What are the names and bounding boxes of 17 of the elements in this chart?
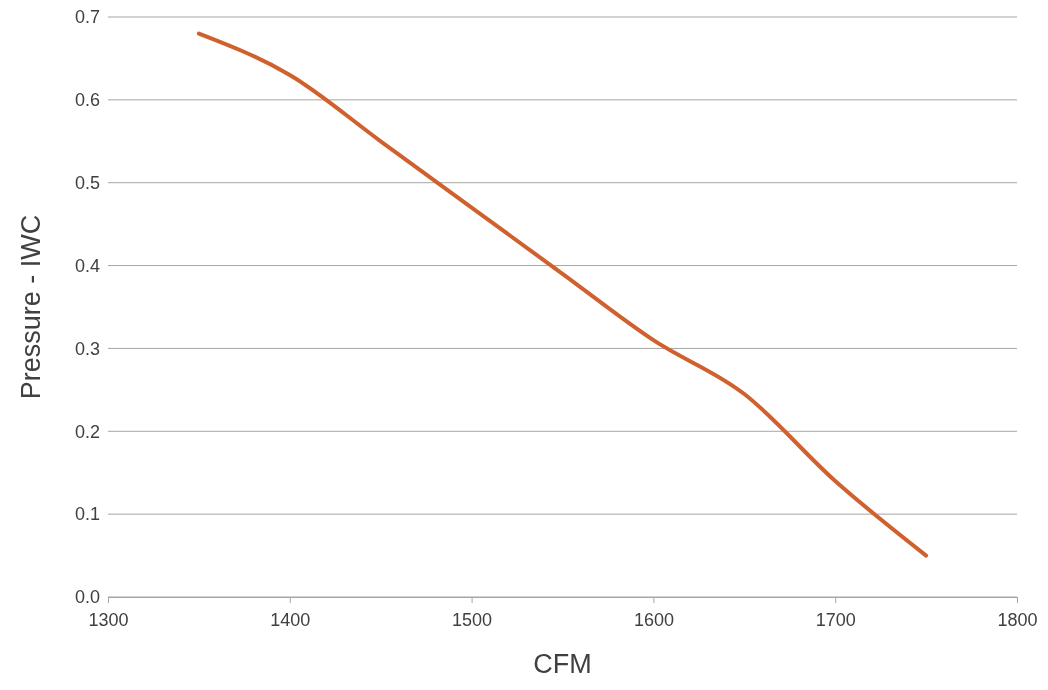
y-tick-label: 0.5 — [74, 172, 100, 193]
y-tick-label: 0.4 — [74, 255, 100, 276]
x-axis-title: CFM — [533, 649, 592, 679]
x-tick-label: 1700 — [815, 609, 856, 630]
x-tick-label: 1800 — [997, 609, 1038, 630]
x-tick-label: 1400 — [270, 609, 311, 630]
y-tick-label: 0.7 — [74, 7, 100, 28]
y-tick-label: 0.6 — [74, 90, 100, 111]
y-axis-title: Pressure - IWC — [16, 214, 46, 400]
y-tick-label: 0.2 — [74, 421, 100, 442]
y-tick-label: 0.3 — [74, 338, 100, 359]
x-tick-label: 1500 — [452, 609, 493, 630]
y-tick-label: 0.1 — [74, 504, 100, 525]
x-tick-label: 1300 — [88, 609, 129, 630]
line-series — [196, 31, 929, 558]
x-tick-label: 1600 — [633, 609, 674, 630]
y-tick-label: 0.0 — [74, 587, 100, 608]
